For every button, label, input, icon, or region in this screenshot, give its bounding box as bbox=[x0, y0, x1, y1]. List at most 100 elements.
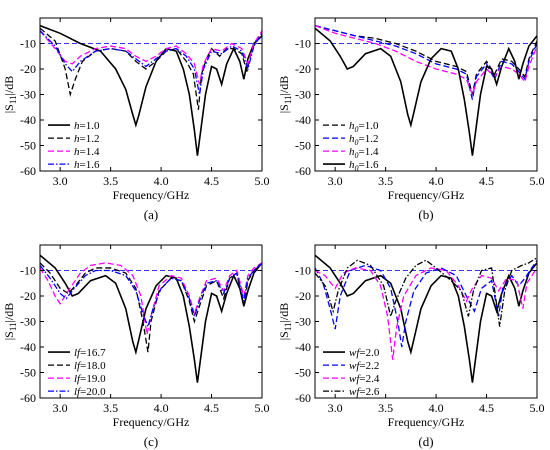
series-line-1 bbox=[40, 24, 262, 156]
x-tick-label: 4.0 bbox=[429, 401, 444, 415]
y-tick-label: -60 bbox=[295, 164, 311, 178]
y-tick-label: -50 bbox=[295, 139, 311, 153]
series-line-2 bbox=[40, 27, 262, 110]
y-tick-label: -40 bbox=[295, 113, 311, 127]
legend: lf=16.7lf=18.0lf=19.0lf=20.0 bbox=[48, 347, 106, 398]
y-tick-label: -20 bbox=[295, 289, 311, 303]
y-tick-label: -40 bbox=[20, 340, 36, 354]
series-line-3 bbox=[315, 267, 537, 360]
y-axis-label: |S11|/dB bbox=[2, 303, 18, 341]
x-tick-label: 4.0 bbox=[154, 401, 169, 415]
x-axis-label: Frequency/GHz bbox=[113, 415, 190, 429]
y-tick-label: -30 bbox=[295, 315, 311, 329]
y-tick-label: -40 bbox=[20, 113, 36, 127]
plot-area bbox=[40, 24, 262, 156]
y-tick-label: -10 bbox=[20, 264, 36, 278]
x-tick-label: 5.0 bbox=[255, 174, 270, 188]
x-tick-label: 4.5 bbox=[479, 401, 494, 415]
panel-caption: (d) bbox=[418, 434, 433, 449]
x-tick-label: 4.5 bbox=[204, 174, 219, 188]
legend-entry: h0=1.6 bbox=[349, 159, 379, 173]
y-tick-label: -10 bbox=[295, 37, 311, 51]
y-tick-label: -30 bbox=[20, 88, 36, 102]
x-tick-label: 3.0 bbox=[53, 174, 68, 188]
panel-caption: (b) bbox=[418, 207, 433, 222]
series-line-1 bbox=[315, 254, 537, 383]
y-tick-label: -30 bbox=[295, 88, 311, 102]
legend-entry: h0=1.4 bbox=[349, 146, 379, 160]
chart-panel-c: 3.0 3.5 4.0 4.5 5.0 -10 -20 -30 -40 -50 -60 Frequen… bbox=[2, 244, 270, 449]
legend: wf=2.0wf=2.2wf=2.4wf=2.6 bbox=[323, 347, 380, 398]
legend-entry: lf=18.0 bbox=[74, 360, 106, 372]
chart-panel-b: 3.0 3.5 4.0 4.5 5.0 -10 -20 -30 -40 -50 -60 Frequen… bbox=[277, 17, 545, 222]
x-tick-label: 3.0 bbox=[328, 174, 343, 188]
legend-entry: wf=2.4 bbox=[349, 373, 380, 385]
x-tick-label: 3.0 bbox=[328, 401, 343, 415]
x-axis-label: Frequency/GHz bbox=[388, 415, 465, 429]
x-tick-label: 3.5 bbox=[378, 401, 393, 415]
series-line-1 bbox=[40, 254, 262, 383]
legend-entry: h=1.0 bbox=[74, 120, 100, 132]
panel-caption: (c) bbox=[144, 434, 158, 449]
series-line-3 bbox=[40, 30, 262, 85]
x-tick-label: 3.5 bbox=[103, 401, 118, 415]
series-line-4 bbox=[315, 257, 537, 327]
plot-area bbox=[315, 25, 537, 156]
series-line-2 bbox=[315, 25, 537, 100]
y-tick-label: -50 bbox=[20, 139, 36, 153]
chart-panel-d: 3.0 3.5 4.0 4.5 5.0 -10 -20 -30 -40 -50 -60 Frequen… bbox=[277, 244, 545, 449]
x-tick-label: 4.5 bbox=[204, 401, 219, 415]
legend-entry: lf=19.0 bbox=[74, 373, 106, 385]
legend-entry: h=1.6 bbox=[74, 159, 100, 171]
x-axis-label: Frequency/GHz bbox=[113, 188, 190, 202]
series-line-1 bbox=[315, 25, 537, 95]
legend: h0=1.0h0=1.2h0=1.4h0=1.6 bbox=[323, 120, 379, 173]
series-line-2 bbox=[315, 259, 537, 348]
legend: h=1.0h=1.2h=1.4h=1.6 bbox=[48, 120, 100, 171]
y-tick-label: -50 bbox=[295, 366, 311, 380]
series-line-3 bbox=[40, 262, 262, 335]
y-tick-label: -60 bbox=[20, 164, 36, 178]
x-tick-label: 5.0 bbox=[530, 174, 545, 188]
x-tick-label: 4.5 bbox=[479, 174, 494, 188]
legend-entry: lf=20.0 bbox=[74, 386, 106, 398]
series-line-4 bbox=[315, 27, 537, 156]
panel-caption: (a) bbox=[144, 207, 158, 222]
y-tick-label: -20 bbox=[295, 62, 311, 76]
x-tick-label: 3.5 bbox=[103, 174, 118, 188]
y-tick-label: -10 bbox=[20, 37, 36, 51]
y-tick-label: -20 bbox=[20, 62, 36, 76]
x-tick-label: 5.0 bbox=[530, 401, 545, 415]
legend-entry: lf=16.7 bbox=[74, 347, 106, 359]
series-line-3 bbox=[315, 25, 537, 97]
y-tick-label: -40 bbox=[295, 340, 311, 354]
legend-entry: wf=2.6 bbox=[349, 386, 380, 398]
legend-entry: h=1.4 bbox=[74, 146, 100, 158]
series-line-4 bbox=[40, 30, 262, 95]
y-tick-label: -60 bbox=[20, 391, 36, 405]
legend-entry: h0=1.0 bbox=[349, 120, 379, 134]
legend-entry: h0=1.2 bbox=[349, 133, 378, 147]
x-tick-label: 3.0 bbox=[53, 401, 68, 415]
y-axis-label: |S11|/dB bbox=[277, 303, 293, 341]
y-tick-label: -60 bbox=[295, 391, 311, 405]
x-tick-label: 3.5 bbox=[378, 174, 393, 188]
legend-entry: wf=2.0 bbox=[349, 347, 380, 359]
x-axis-label: Frequency/GHz bbox=[388, 188, 465, 202]
plot-area bbox=[315, 254, 537, 383]
y-axis-label: |S11|/dB bbox=[277, 76, 293, 114]
plot-area bbox=[40, 254, 262, 383]
y-tick-label: -20 bbox=[20, 289, 36, 303]
series-line-2 bbox=[40, 262, 262, 353]
y-tick-label: -50 bbox=[20, 366, 36, 380]
chart-panel-a: 3.0 3.5 4.0 4.5 5.0 -10 -20 -30 -40 -50 -60 Frequen… bbox=[2, 17, 270, 222]
legend-entry: h=1.2 bbox=[74, 133, 99, 145]
y-tick-label: -10 bbox=[295, 264, 311, 278]
series-line-4 bbox=[40, 262, 262, 329]
x-tick-label: 4.0 bbox=[429, 174, 444, 188]
x-tick-label: 5.0 bbox=[255, 401, 270, 415]
y-axis-label: |S11|/dB bbox=[2, 76, 18, 114]
x-tick-label: 4.0 bbox=[154, 174, 169, 188]
legend-entry: wf=2.2 bbox=[349, 360, 379, 372]
